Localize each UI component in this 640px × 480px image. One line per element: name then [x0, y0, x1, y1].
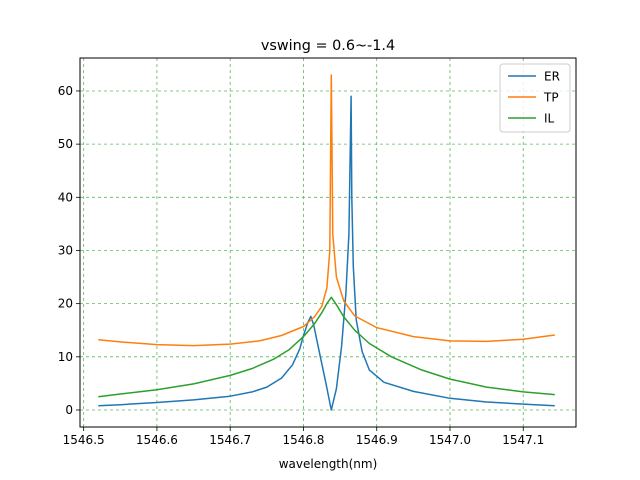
tick-layer: 1546.5 1546.6 1546.7 1546.8 1546.9 1547.0 1547…	[58, 84, 545, 447]
series-line-il	[98, 296, 555, 398]
x-tick-label: 1546.5	[63, 433, 105, 447]
chart-title: vswing = 0.6~-1.4	[261, 38, 395, 54]
x-tick-label: 1547.1	[502, 433, 544, 447]
x-axis-label: wavelength(nm)	[279, 457, 378, 471]
x-tick-label: 1546.8	[282, 433, 324, 447]
y-tick-label: 40	[58, 190, 73, 204]
y-tick-label: 60	[58, 84, 73, 98]
y-tick-label: 30	[58, 243, 73, 257]
y-tick-label: 10	[58, 350, 73, 364]
grid-layer	[80, 58, 576, 427]
y-tick-label: 50	[58, 137, 73, 151]
legend-label-tp: TP	[543, 91, 559, 105]
legend-box	[499, 63, 571, 133]
x-tick-label: 1546.6	[136, 433, 178, 447]
x-tick-label: 1546.9	[356, 433, 398, 447]
legend: ER TP IL	[499, 63, 571, 133]
legend-label-il: IL	[544, 112, 555, 126]
series-line-tp	[98, 74, 555, 347]
series-layer	[98, 74, 555, 411]
x-tick-label: 1546.7	[209, 433, 251, 447]
y-tick-label: 0	[65, 403, 73, 417]
x-tick-label: 1547.0	[429, 433, 471, 447]
y-tick-label: 20	[58, 297, 73, 311]
legend-label-er: ER	[544, 70, 560, 84]
plot-area-frame	[79, 57, 577, 428]
series-line-er	[98, 95, 555, 411]
